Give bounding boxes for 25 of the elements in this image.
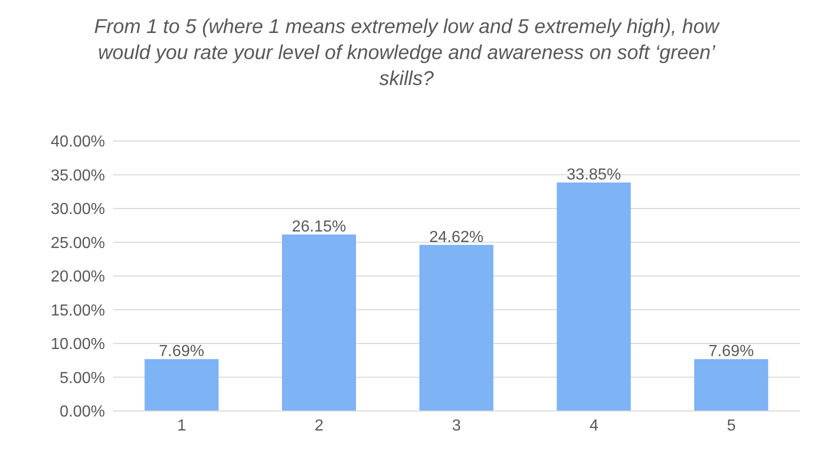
bar <box>282 234 356 411</box>
bar <box>144 359 219 411</box>
y-tick-label: 0.00% <box>60 404 105 421</box>
bar <box>556 182 631 411</box>
y-tick-label: 5.00% <box>60 370 105 387</box>
data-label: 7.69% <box>708 343 754 360</box>
y-tick-label: 35.00% <box>50 167 105 184</box>
x-tick-label: 5 <box>726 417 736 434</box>
bar <box>694 359 768 411</box>
x-tick-label: 4 <box>589 417 598 434</box>
x-tick-label: 2 <box>314 417 324 434</box>
y-tick-label: 25.00% <box>50 234 105 252</box>
y-tick-label: 30.00% <box>50 201 105 218</box>
bar <box>419 244 494 411</box>
data-label: 24.62% <box>429 228 484 246</box>
x-tick-label: 1 <box>177 417 186 434</box>
y-tick-label: 15.00% <box>50 302 105 320</box>
data-label: 33.85% <box>566 166 621 184</box>
y-tick-label: 20.00% <box>50 268 105 286</box>
data-label: 26.15% <box>292 218 346 236</box>
y-tick-label: 10.00% <box>50 336 105 354</box>
chart-title: From 1 to 5 (where 1 means extremely low and 5 extremely high), how would you rate your level of knowledge and awareness on soft ‘green’ skills? <box>93 15 721 92</box>
y-tick-label: 40.00% <box>50 134 105 151</box>
data-label: 7.69% <box>158 343 204 360</box>
x-tick-label: 3 <box>452 417 462 434</box>
